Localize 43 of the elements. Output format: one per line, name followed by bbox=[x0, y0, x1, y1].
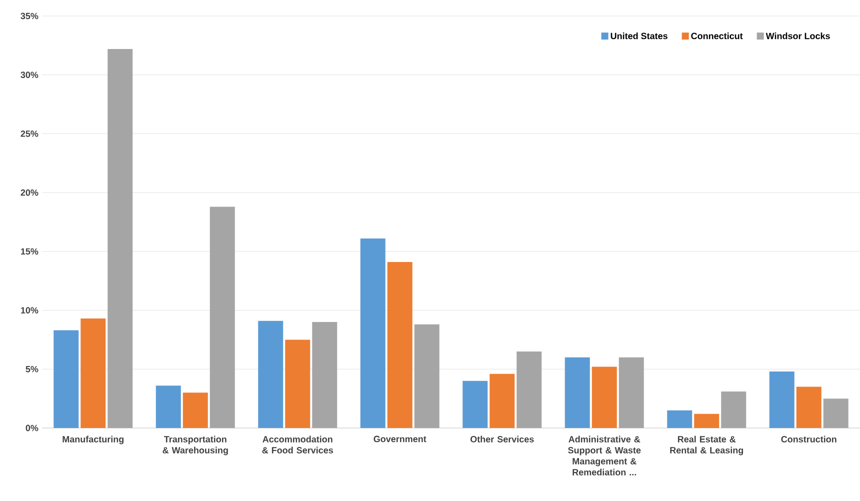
bar bbox=[80, 318, 106, 428]
y-tick-label: 25% bbox=[20, 130, 38, 137]
x-tick-label: Manufacturing bbox=[62, 436, 124, 444]
bar bbox=[769, 371, 794, 428]
bar bbox=[694, 414, 720, 428]
y-tick-label: 5% bbox=[26, 366, 38, 372]
legend-label: Connecticut bbox=[691, 32, 743, 40]
y-tick-label: 30% bbox=[20, 72, 38, 78]
bar bbox=[54, 330, 79, 428]
bar bbox=[108, 48, 133, 428]
x-tick-label: Construction bbox=[781, 436, 836, 442]
bar bbox=[258, 320, 284, 428]
x-tick-label: Administrative & Support & Waste Management & Remediation ... bbox=[568, 436, 641, 476]
bar bbox=[564, 357, 590, 428]
y-tick-label: 0% bbox=[26, 424, 38, 432]
bar bbox=[360, 238, 386, 428]
y-tick-label: 15% bbox=[21, 248, 38, 255]
y-tick-label: 35% bbox=[20, 12, 38, 20]
x-tick-label: Government bbox=[374, 436, 426, 442]
bar bbox=[516, 351, 542, 428]
bar bbox=[490, 374, 515, 428]
bar bbox=[618, 357, 644, 428]
bar bbox=[721, 392, 746, 428]
legend-label: Windsor Locks bbox=[766, 32, 830, 40]
bar bbox=[667, 410, 692, 428]
bar bbox=[312, 322, 338, 428]
bar bbox=[796, 386, 822, 428]
bar bbox=[823, 398, 848, 428]
x-tick-label: Transportation & Warehousing bbox=[162, 436, 228, 456]
bar bbox=[387, 262, 412, 428]
bar bbox=[156, 386, 181, 428]
y-tick-label: 20% bbox=[20, 189, 38, 196]
legend-label: United States bbox=[610, 32, 668, 40]
bar bbox=[414, 324, 440, 428]
bar bbox=[182, 392, 208, 428]
x-tick-label: Accommodation & Food Services bbox=[262, 436, 334, 454]
x-tick-label: Other Services bbox=[470, 436, 534, 442]
bar bbox=[462, 380, 488, 428]
x-tick-label: Real Estate & Rental & Leasing bbox=[670, 436, 744, 456]
bar bbox=[210, 206, 235, 428]
y-tick-label: 10% bbox=[21, 307, 38, 314]
bar bbox=[285, 340, 310, 428]
bar bbox=[592, 366, 617, 428]
